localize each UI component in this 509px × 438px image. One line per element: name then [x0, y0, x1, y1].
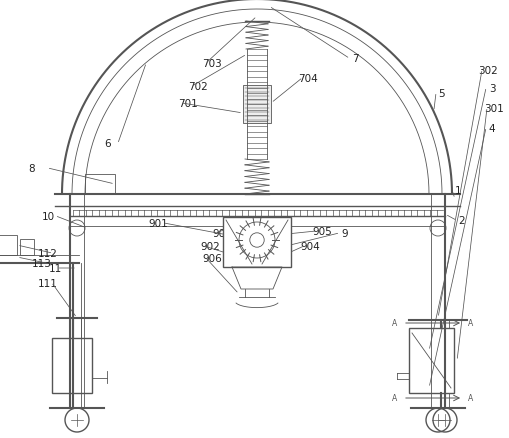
Text: 1: 1	[454, 186, 461, 195]
Text: 5: 5	[438, 89, 444, 99]
Text: 3: 3	[488, 84, 494, 94]
Text: 111: 111	[38, 279, 58, 288]
Text: 301: 301	[483, 104, 503, 114]
Text: 6: 6	[104, 139, 111, 148]
Text: A: A	[467, 319, 473, 328]
Text: 905: 905	[312, 226, 331, 237]
Text: A: A	[391, 319, 397, 328]
Text: A: A	[467, 394, 473, 403]
Text: 906: 906	[202, 254, 221, 263]
Text: 901: 901	[148, 219, 167, 229]
Text: 701: 701	[178, 99, 197, 109]
Text: 903: 903	[212, 229, 232, 238]
Text: 704: 704	[298, 74, 317, 84]
Text: 9: 9	[341, 229, 348, 238]
Bar	[222, 218, 291, 267]
Bar	[85, 175, 115, 194]
Text: 11: 11	[48, 263, 62, 273]
Text: 7: 7	[351, 54, 358, 64]
Text: 112: 112	[38, 248, 58, 258]
Text: 904: 904	[299, 241, 319, 251]
Text: 703: 703	[202, 59, 221, 69]
Bar	[242, 86, 270, 124]
Bar	[408, 328, 453, 393]
Text: 702: 702	[188, 82, 208, 92]
Text: A: A	[391, 394, 397, 403]
Text: 302: 302	[477, 66, 497, 76]
Text: 10: 10	[41, 212, 54, 222]
Text: 902: 902	[200, 241, 219, 251]
Text: 8: 8	[29, 164, 35, 173]
Text: 4: 4	[488, 124, 494, 134]
Bar	[20, 240, 34, 255]
Bar	[52, 338, 92, 393]
Text: 2: 2	[458, 215, 464, 226]
Text: 113: 113	[32, 258, 52, 268]
Bar	[0, 236, 17, 255]
